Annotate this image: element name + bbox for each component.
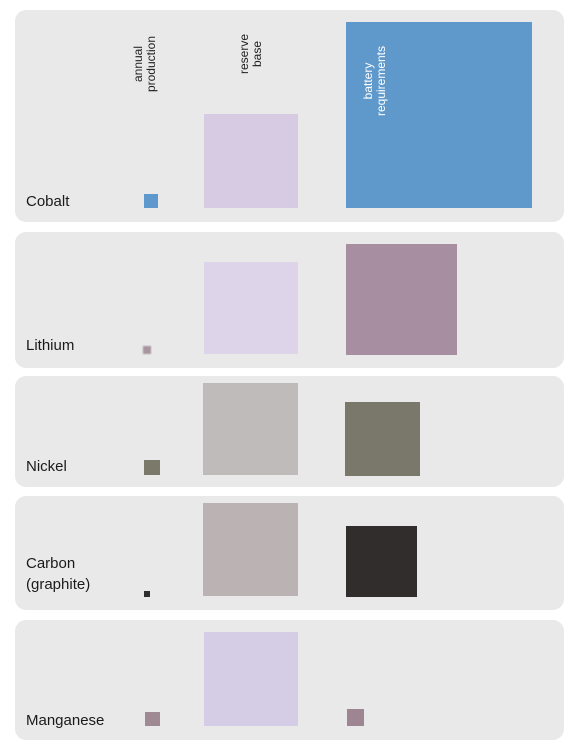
annual-production-square-nickel [144,460,160,475]
annual-production-square-carbon-graphite [144,591,150,597]
header-battery-requirements: battery requirements [361,45,388,117]
battery-requirements-square-nickel [345,402,420,476]
material-label-lithium: Lithium [26,337,75,354]
reserve-base-square-carbon-graphite [203,503,298,596]
panel-carbon-graphite: Carbon (graphite) [15,496,564,610]
reserve-base-square-cobalt [204,114,298,208]
battery-requirements-square-cobalt: battery requirements [346,22,532,208]
material-label-nickel: Nickel [26,458,67,475]
panel-lithium: Lithium [15,232,564,368]
battery-requirements-square-manganese [347,709,364,726]
material-label-cobalt: Cobalt [26,193,70,210]
material-label-manganese: Manganese [26,712,105,729]
reserve-base-square-lithium [204,262,298,354]
header-reserve-base: reserve base [237,34,264,75]
battery-requirements-square-lithium [346,244,457,355]
panel-manganese: Manganese [15,620,564,740]
header-annual-production: annual production [131,35,158,93]
annual-production-square-cobalt [144,194,158,208]
battery-requirements-square-carbon-graphite [346,526,417,597]
panel-nickel: Nickel [15,376,564,487]
annual-production-square-manganese [145,712,160,726]
panel-cobalt: annual production reserve base Cobalt ba… [15,10,564,222]
material-label-carbon-graphite: Carbon (graphite) [26,555,91,593]
annual-production-square-lithium [143,346,151,354]
reserve-base-square-nickel [203,383,298,475]
reserve-base-square-manganese [204,632,298,726]
